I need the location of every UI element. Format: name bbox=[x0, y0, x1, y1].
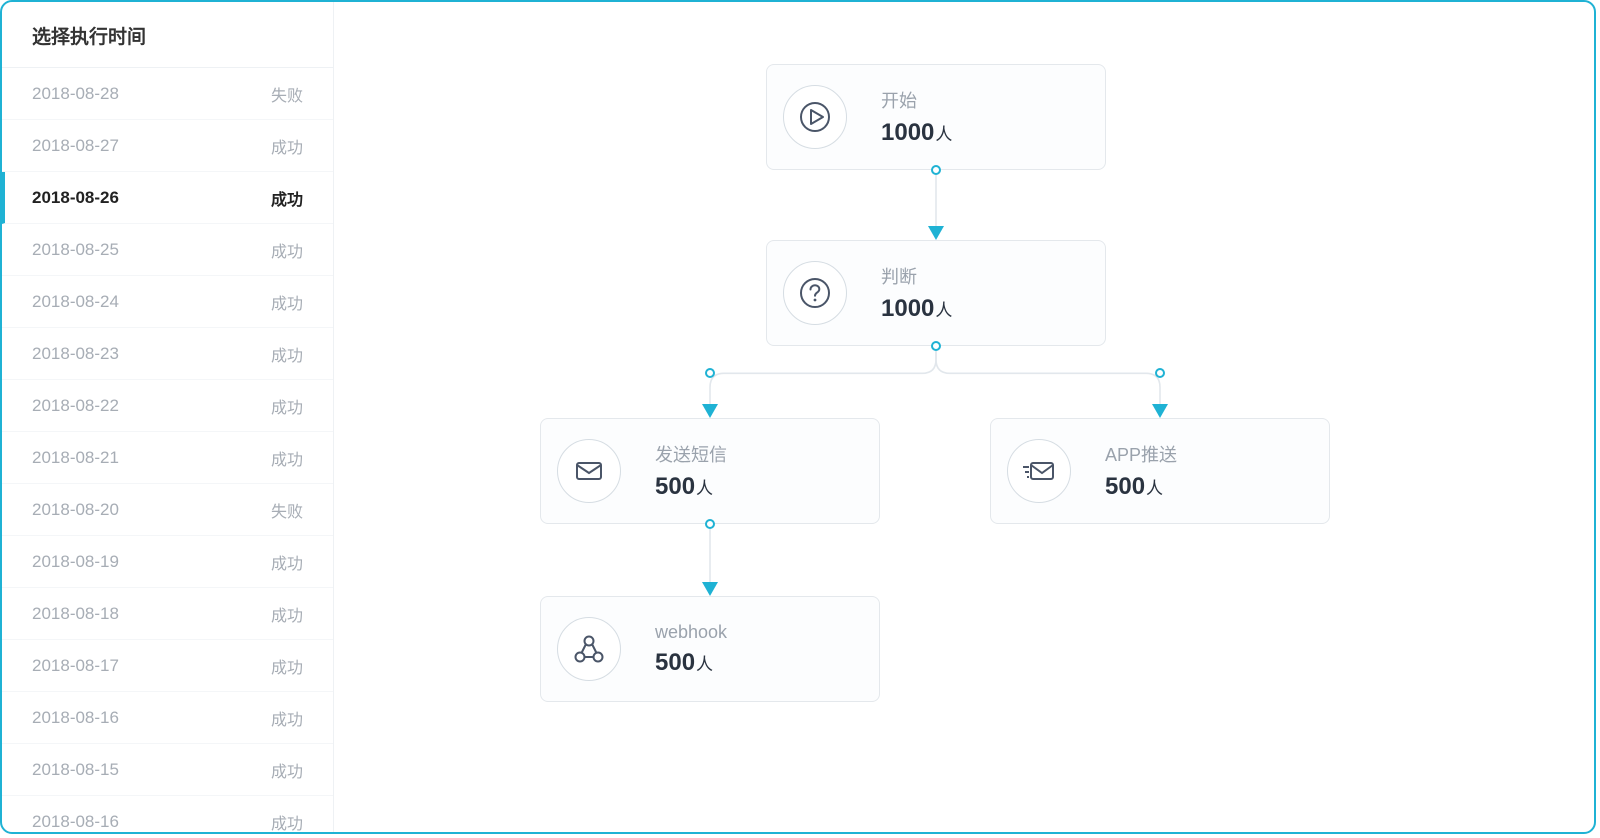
status-label: 成功 bbox=[271, 550, 303, 574]
date-label: 2018-08-26 bbox=[32, 188, 119, 208]
node-texts: webhook 500人 bbox=[655, 622, 727, 677]
node-count: 1000人 bbox=[881, 119, 952, 147]
date-label: 2018-08-19 bbox=[32, 552, 119, 572]
date-row[interactable]: 2018-08-16 成功 bbox=[2, 692, 333, 744]
date-label: 2018-08-16 bbox=[32, 812, 119, 832]
date-row[interactable]: 2018-08-25 成功 bbox=[2, 224, 333, 276]
date-label: 2018-08-15 bbox=[32, 760, 119, 780]
port-dot bbox=[705, 519, 715, 529]
date-label: 2018-08-28 bbox=[32, 84, 119, 104]
sidebar-list[interactable]: 2018-08-28失败2018-08-27成功2018-08-26成功2018… bbox=[2, 68, 333, 832]
node-texts: 发送短信 500人 bbox=[655, 441, 727, 501]
node-title: 发送短信 bbox=[655, 441, 727, 467]
date-label: 2018-08-18 bbox=[32, 604, 119, 624]
status-label: 成功 bbox=[271, 238, 303, 262]
status-label: 成功 bbox=[271, 706, 303, 730]
date-row[interactable]: 2018-08-27 成功 bbox=[2, 120, 333, 172]
sidebar: 选择执行时间 2018-08-28失败2018-08-27成功2018-08-2… bbox=[2, 2, 334, 832]
node-title: APP推送 bbox=[1105, 441, 1177, 467]
date-label: 2018-08-23 bbox=[32, 344, 119, 364]
sidebar-list-wrap: 2018-08-28失败2018-08-27成功2018-08-26成功2018… bbox=[2, 68, 333, 832]
node-count: 500人 bbox=[1105, 473, 1177, 501]
status-label: 成功 bbox=[271, 758, 303, 782]
node-texts: APP推送 500人 bbox=[1105, 441, 1177, 501]
node-texts: 判断 1000人 bbox=[881, 263, 952, 323]
date-label: 2018-08-22 bbox=[32, 396, 119, 416]
date-row[interactable]: 2018-08-26 成功 bbox=[2, 172, 333, 224]
sidebar-header: 选择执行时间 bbox=[2, 2, 333, 68]
flow-node-webhook[interactable]: webhook 500人 bbox=[540, 596, 880, 702]
port-dot bbox=[931, 165, 941, 175]
status-label: 成功 bbox=[271, 654, 303, 678]
flow-node-app[interactable]: APP推送 500人 bbox=[990, 418, 1330, 524]
node-count: 1000人 bbox=[881, 295, 952, 323]
status-label: 成功 bbox=[271, 394, 303, 418]
port-dot bbox=[1155, 368, 1165, 378]
arrow-icon bbox=[1152, 404, 1168, 418]
flow-node-start[interactable]: 开始 1000人 bbox=[766, 64, 1106, 170]
date-label: 2018-08-24 bbox=[32, 292, 119, 312]
date-row[interactable]: 2018-08-17 成功 bbox=[2, 640, 333, 692]
date-label: 2018-08-21 bbox=[32, 448, 119, 468]
node-title: webhook bbox=[655, 622, 727, 643]
status-label: 成功 bbox=[271, 342, 303, 366]
arrow-icon bbox=[702, 404, 718, 418]
flow-node-sms[interactable]: 发送短信 500人 bbox=[540, 418, 880, 524]
date-row[interactable]: 2018-08-21 成功 bbox=[2, 432, 333, 484]
date-row[interactable]: 2018-08-16 成功 bbox=[2, 796, 333, 832]
date-row[interactable]: 2018-08-18 成功 bbox=[2, 588, 333, 640]
flow-node-judge[interactable]: 判断 1000人 bbox=[766, 240, 1106, 346]
status-label: 成功 bbox=[271, 602, 303, 626]
date-label: 2018-08-25 bbox=[32, 240, 119, 260]
status-label: 失败 bbox=[271, 498, 303, 522]
node-title: 开始 bbox=[881, 87, 952, 113]
app-frame: 选择执行时间 2018-08-28失败2018-08-27成功2018-08-2… bbox=[0, 0, 1596, 834]
date-label: 2018-08-27 bbox=[32, 136, 119, 156]
send-icon bbox=[1007, 439, 1071, 503]
date-row[interactable]: 2018-08-19 成功 bbox=[2, 536, 333, 588]
status-label: 失败 bbox=[271, 82, 303, 106]
date-row[interactable]: 2018-08-22 成功 bbox=[2, 380, 333, 432]
node-texts: 开始 1000人 bbox=[881, 87, 952, 147]
question-icon bbox=[783, 261, 847, 325]
date-label: 2018-08-16 bbox=[32, 708, 119, 728]
date-label: 2018-08-17 bbox=[32, 656, 119, 676]
webhook-icon bbox=[557, 617, 621, 681]
node-title: 判断 bbox=[881, 263, 952, 289]
status-label: 成功 bbox=[271, 810, 303, 833]
node-count: 500人 bbox=[655, 649, 727, 677]
date-row[interactable]: 2018-08-20 失败 bbox=[2, 484, 333, 536]
arrow-icon bbox=[928, 226, 944, 240]
arrow-icon bbox=[702, 582, 718, 596]
status-label: 成功 bbox=[271, 446, 303, 470]
node-count: 500人 bbox=[655, 473, 727, 501]
port-dot bbox=[931, 341, 941, 351]
date-row[interactable]: 2018-08-24 成功 bbox=[2, 276, 333, 328]
status-label: 成功 bbox=[271, 134, 303, 158]
status-label: 成功 bbox=[271, 186, 303, 210]
date-row[interactable]: 2018-08-15 成功 bbox=[2, 744, 333, 796]
date-label: 2018-08-20 bbox=[32, 500, 119, 520]
envelope-icon bbox=[557, 439, 621, 503]
status-label: 成功 bbox=[271, 290, 303, 314]
date-row[interactable]: 2018-08-23 成功 bbox=[2, 328, 333, 380]
flow-canvas[interactable]: 开始 1000人 判断 1000人 发送短信 500人 APP推送 500人 w… bbox=[334, 2, 1594, 832]
play-icon bbox=[783, 85, 847, 149]
date-row[interactable]: 2018-08-28 失败 bbox=[2, 68, 333, 120]
port-dot bbox=[705, 368, 715, 378]
